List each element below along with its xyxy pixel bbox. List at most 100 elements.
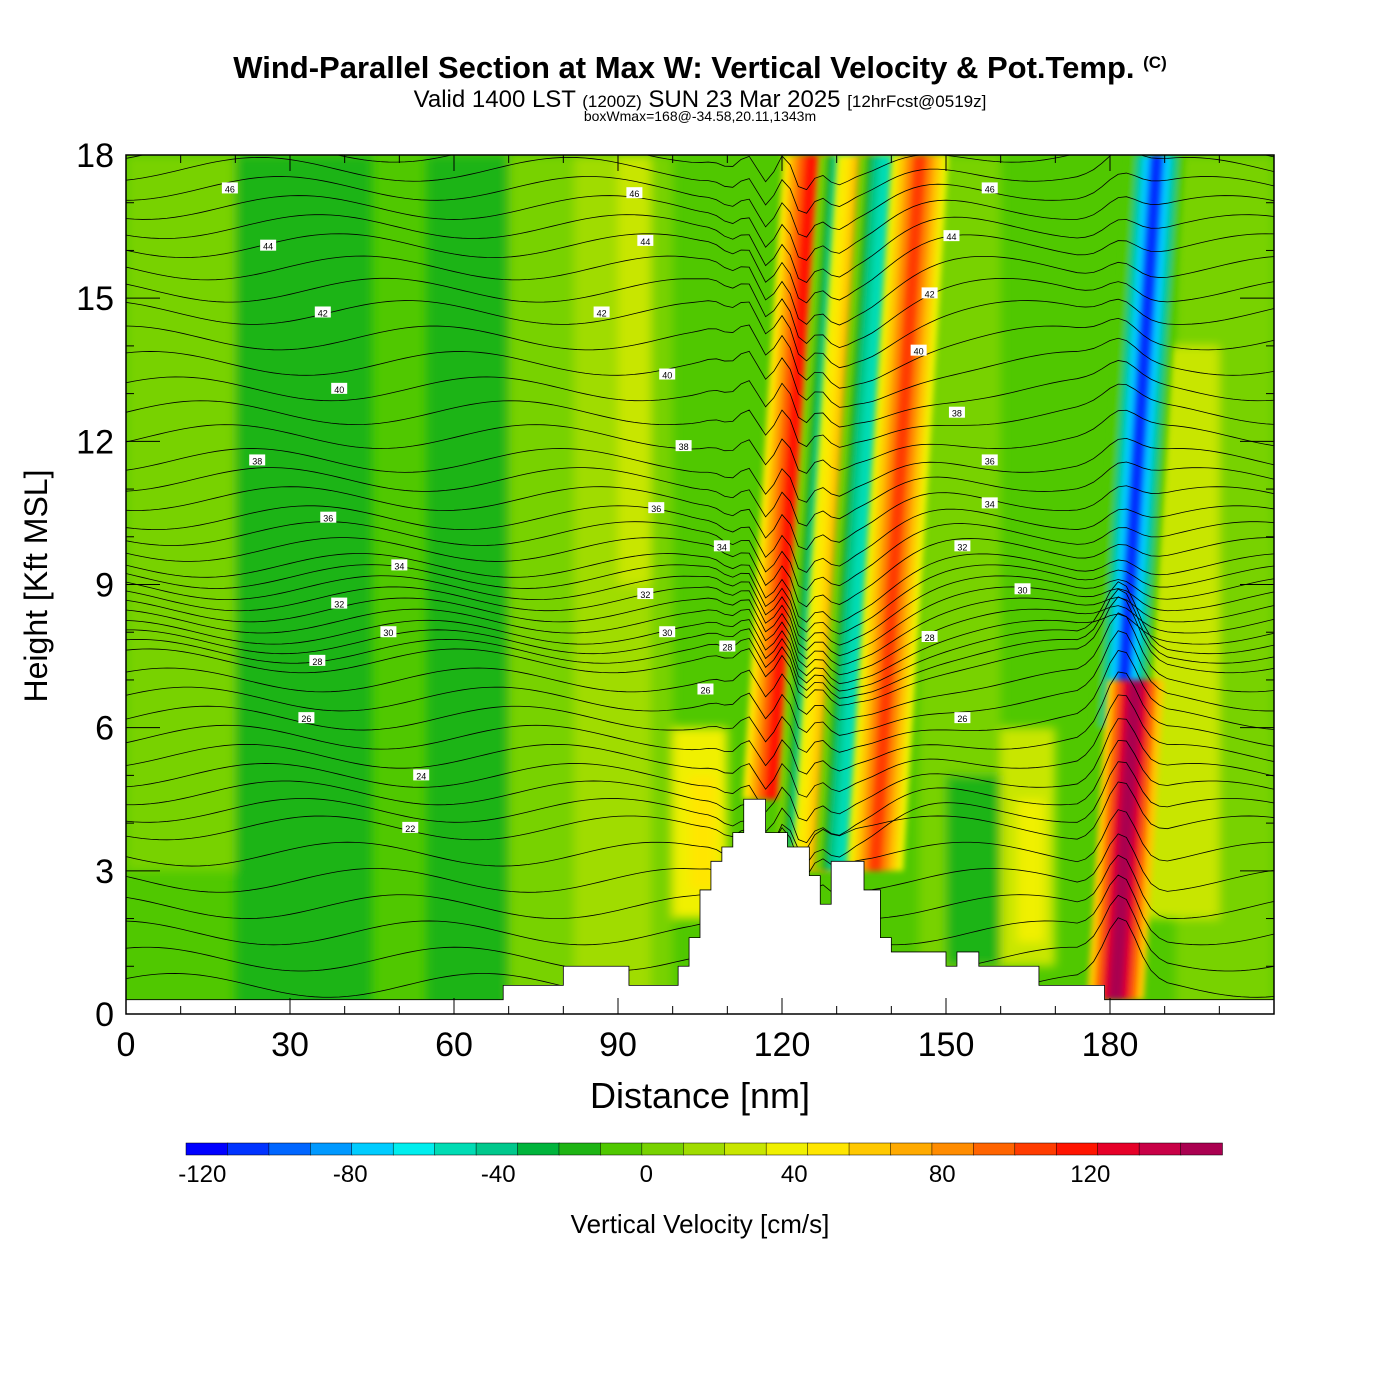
- colorbar-swatch: [227, 1142, 270, 1156]
- theta-contour: [126, 564, 1274, 635]
- theta-label: 30: [1018, 585, 1028, 595]
- theta-label-bg: [659, 368, 676, 380]
- theta-label: 46: [629, 189, 639, 199]
- theta-contour: [126, 155, 1274, 214]
- y-tick-label: 3: [95, 853, 114, 891]
- theta-label: 44: [263, 242, 273, 252]
- theta-label: 30: [383, 628, 393, 638]
- theta-contours: [126, 155, 1274, 998]
- background-band: [618, 155, 651, 585]
- theta-contour: [126, 630, 1274, 736]
- theta-label-bg: [314, 306, 331, 318]
- colorbar-swatch: [268, 1142, 312, 1156]
- theta-label-bg: [921, 630, 938, 642]
- x-axis-label: Distance [nm]: [590, 1075, 810, 1116]
- theta-label: 30: [662, 628, 672, 638]
- colorbar-swatch: [1055, 1142, 1099, 1156]
- velocity-band-level: [1113, 155, 1165, 728]
- colorbar-swatch: [724, 1142, 767, 1156]
- theta-contour: [126, 613, 1274, 685]
- theta-label-bg: [309, 654, 326, 666]
- theta-label-bg: [713, 540, 730, 552]
- theta-contour: [126, 833, 1274, 901]
- theta-label: 32: [957, 542, 967, 552]
- theta-label: 38: [952, 409, 962, 419]
- terrain: [126, 798, 1274, 1014]
- theta-contour: [126, 605, 1274, 676]
- theta-label: 40: [662, 371, 672, 381]
- theta-contour: [126, 586, 1274, 657]
- theta-label: 28: [312, 657, 322, 667]
- theta-contour: [126, 521, 1274, 591]
- theta-contour: [126, 195, 1274, 261]
- theta-label: 34: [394, 561, 404, 571]
- colorbar-swatch: [558, 1142, 602, 1156]
- theta-label-bg: [260, 239, 277, 251]
- theta-label-bg: [648, 502, 665, 514]
- box-wmax-note: boxWmax=168@-34.58,20.11,1343m: [583, 108, 817, 124]
- colorbar-swatch: [185, 1142, 229, 1156]
- theta-label-bg: [413, 769, 430, 781]
- theta-label: 28: [722, 643, 732, 653]
- theta-contour: [126, 255, 1274, 326]
- copyright-mark: (C): [1143, 53, 1167, 72]
- theta-contour: [126, 761, 1274, 865]
- theta-label-bg: [320, 511, 337, 523]
- theta-label: 42: [925, 289, 935, 299]
- colorbar-swatch: [765, 1142, 809, 1156]
- x-tick-label: 60: [435, 1026, 473, 1064]
- velocity-band-level: [835, 155, 895, 871]
- colorbar-swatch: [641, 1142, 685, 1156]
- colorbar-tick-label: -80: [333, 1161, 368, 1188]
- theta-label-bg: [637, 588, 654, 600]
- theta-label: 32: [640, 590, 650, 600]
- colorbar: -120 -80 -40 0 40 80 120: [178, 1142, 1223, 1188]
- theta-contour: [126, 537, 1274, 608]
- theta-label-bg: [331, 597, 348, 609]
- y-tick-label: 9: [95, 567, 114, 605]
- colorbar-swatch: [931, 1142, 975, 1156]
- theta-label: 42: [597, 308, 607, 318]
- x-axis: 0 30 60 90 120 150 180: [117, 155, 1275, 1064]
- theta-contour: [126, 337, 1274, 408]
- theta-label: 28: [925, 633, 935, 643]
- theta-contour: [126, 172, 1274, 238]
- theta-label: 46: [985, 184, 995, 194]
- theta-contour: [126, 485, 1274, 551]
- theta-contour: [126, 317, 1274, 389]
- theta-contour: [126, 553, 1274, 623]
- colorbar-swatch: [807, 1142, 850, 1156]
- colorbar-swatch: [517, 1142, 560, 1156]
- theta-label: 26: [301, 714, 311, 724]
- theta-label-bg: [981, 454, 998, 466]
- chart-title: Wind-Parallel Section at Max W: Vertical…: [0, 50, 1400, 86]
- theta-label: 38: [252, 456, 262, 466]
- background-band: [426, 155, 509, 1014]
- valid-utc: (1200Z): [582, 92, 642, 111]
- y-tick-label: 6: [95, 710, 114, 748]
- theta-contour: [126, 612, 1274, 721]
- theta-contour: [126, 596, 1274, 666]
- theta-contour: [126, 650, 1274, 753]
- theta-label: 40: [914, 347, 924, 357]
- forecast-info: [12hrFcst@0519z]: [847, 92, 987, 111]
- theta-label-bg: [380, 626, 397, 638]
- theta-label-bg: [637, 234, 654, 246]
- theta-label-bg: [331, 382, 348, 394]
- theta-label: 36: [985, 456, 995, 466]
- theta-label: 26: [957, 714, 967, 724]
- theta-label: 32: [334, 600, 344, 610]
- theta-label-bg: [298, 712, 315, 724]
- theta-contour: [126, 214, 1274, 283]
- colorbar-swatch: [1014, 1142, 1057, 1156]
- velocity-band-level: [867, 155, 928, 871]
- theta-contour: [126, 277, 1274, 349]
- updraft-band: [846, 155, 949, 871]
- valid-date: SUN 23 Mar 2025: [648, 86, 841, 113]
- colorbar-swatch: [1097, 1142, 1140, 1156]
- colorbar-swatch: [351, 1142, 394, 1156]
- theta-label: 38: [679, 442, 689, 452]
- theta-contour: [126, 575, 1274, 646]
- title-main: Wind-Parallel Section at Max W: Vertical…: [233, 50, 1135, 85]
